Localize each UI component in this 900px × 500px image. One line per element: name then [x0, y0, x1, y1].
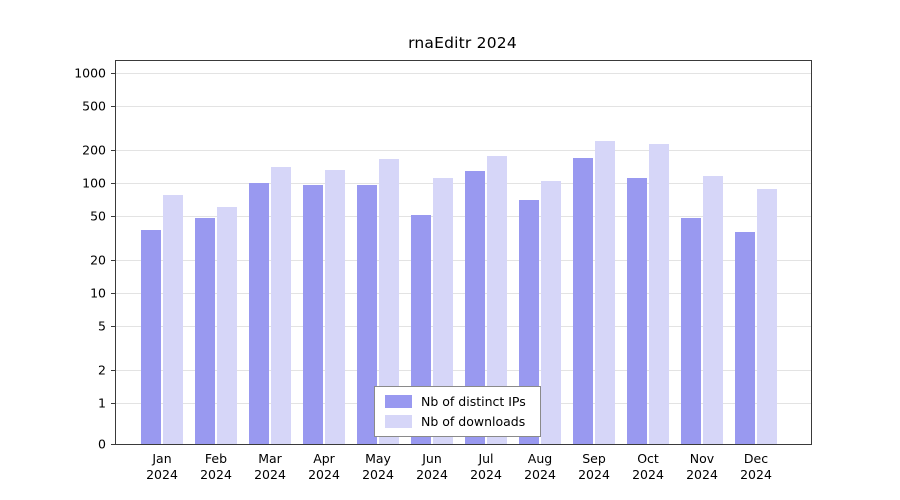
y-tick-mark-10 — [111, 293, 116, 294]
bar-downloads-feb — [217, 207, 237, 444]
bar-downloads-jan — [163, 194, 183, 444]
y-tick-mark-1 — [111, 403, 116, 404]
bar-downloads-jul — [487, 156, 507, 444]
bar-downloads-apr — [325, 170, 345, 444]
y-tick-mark-200 — [111, 149, 116, 151]
bar-distinct-ips-mar — [249, 183, 269, 444]
bar-distinct-ips-may — [357, 185, 377, 444]
legend-label-distinct-ips: Nb of distinct IPs — [421, 394, 526, 409]
y-tick-label-20: 20 — [90, 252, 106, 268]
y-tick-label-200: 200 — [82, 142, 106, 158]
legend-item-downloads: Nb of downloads — [385, 414, 526, 429]
gridline-1000 — [116, 73, 811, 74]
y-tick-label-1000: 1000 — [74, 65, 106, 81]
gridline-5 — [116, 326, 811, 328]
bar-distinct-ips-nov — [681, 218, 701, 444]
bar-distinct-ips-jan — [141, 230, 161, 444]
x-tick-label-aug: Aug 2024 — [524, 451, 556, 483]
x-tick-label-apr: Apr 2024 — [308, 451, 340, 483]
y-tick-mark-500 — [111, 106, 116, 108]
x-tick-label-feb: Feb 2024 — [200, 451, 232, 483]
y-tick-label-1: 1 — [98, 395, 106, 411]
x-tick-label-jan: Jan 2024 — [146, 451, 178, 483]
bar-distinct-ips-jul — [465, 171, 485, 444]
y-tick-mark-0 — [111, 444, 116, 445]
y-tick-label-50: 50 — [90, 208, 106, 224]
y-tick-label-500: 500 — [82, 98, 106, 114]
x-tick-label-mar: Mar 2024 — [254, 451, 286, 483]
x-tick-label-dec: Dec 2024 — [740, 451, 772, 483]
gridline-50 — [116, 216, 811, 218]
legend-swatch-distinct-ips — [385, 395, 412, 408]
bar-downloads-sep — [595, 141, 615, 444]
gridline-100 — [116, 183, 811, 184]
gridline-20 — [116, 259, 811, 261]
bar-downloads-oct — [649, 144, 669, 444]
bar-downloads-nov — [703, 176, 723, 444]
bar-downloads-may — [379, 159, 399, 444]
y-tick-label-100: 100 — [82, 175, 106, 191]
gridline-10 — [116, 293, 811, 294]
y-tick-label-2: 2 — [98, 362, 106, 378]
x-tick-label-sep: Sep 2024 — [578, 451, 610, 483]
bar-distinct-ips-sep — [573, 157, 593, 444]
legend-label-downloads: Nb of downloads — [421, 414, 526, 429]
y-tick-mark-50 — [111, 216, 116, 218]
bar-downloads-mar — [271, 166, 291, 444]
legend-swatch-downloads — [385, 415, 412, 428]
y-tick-label-10: 10 — [90, 285, 106, 301]
y-tick-label-5: 5 — [98, 318, 106, 334]
x-tick-label-jun: Jun 2024 — [416, 451, 448, 483]
legend: Nb of distinct IPs Nb of downloads — [374, 386, 541, 437]
bar-downloads-jun — [433, 177, 453, 444]
y-tick-mark-5 — [111, 326, 116, 328]
gridline-2 — [116, 369, 811, 371]
gridline-200 — [116, 149, 811, 151]
y-tick-mark-1000 — [111, 73, 116, 74]
y-tick-mark-2 — [111, 369, 116, 371]
bar-distinct-ips-aug — [519, 200, 539, 444]
y-tick-mark-100 — [111, 183, 116, 184]
gridline-500 — [116, 106, 811, 108]
legend-item-distinct-ips: Nb of distinct IPs — [385, 394, 526, 409]
bar-downloads-aug — [541, 181, 561, 444]
x-tick-label-may: May 2024 — [362, 451, 394, 483]
chart-title: rnaEditr 2024 — [408, 34, 517, 52]
bar-distinct-ips-oct — [627, 178, 647, 444]
bar-distinct-ips-feb — [195, 218, 215, 444]
bar-distinct-ips-dec — [735, 231, 755, 444]
bar-distinct-ips-apr — [303, 185, 323, 444]
x-tick-label-jul: Jul 2024 — [470, 451, 502, 483]
y-tick-label-0: 0 — [98, 436, 106, 452]
x-tick-label-oct: Oct 2024 — [632, 451, 664, 483]
x-tick-label-nov: Nov 2024 — [686, 451, 718, 483]
plot-area: Nb of distinct IPs Nb of downloads 0 1 2 5 1… — [74, 60, 812, 482]
bar-downloads-dec — [757, 189, 777, 444]
y-tick-mark-20 — [111, 259, 116, 261]
